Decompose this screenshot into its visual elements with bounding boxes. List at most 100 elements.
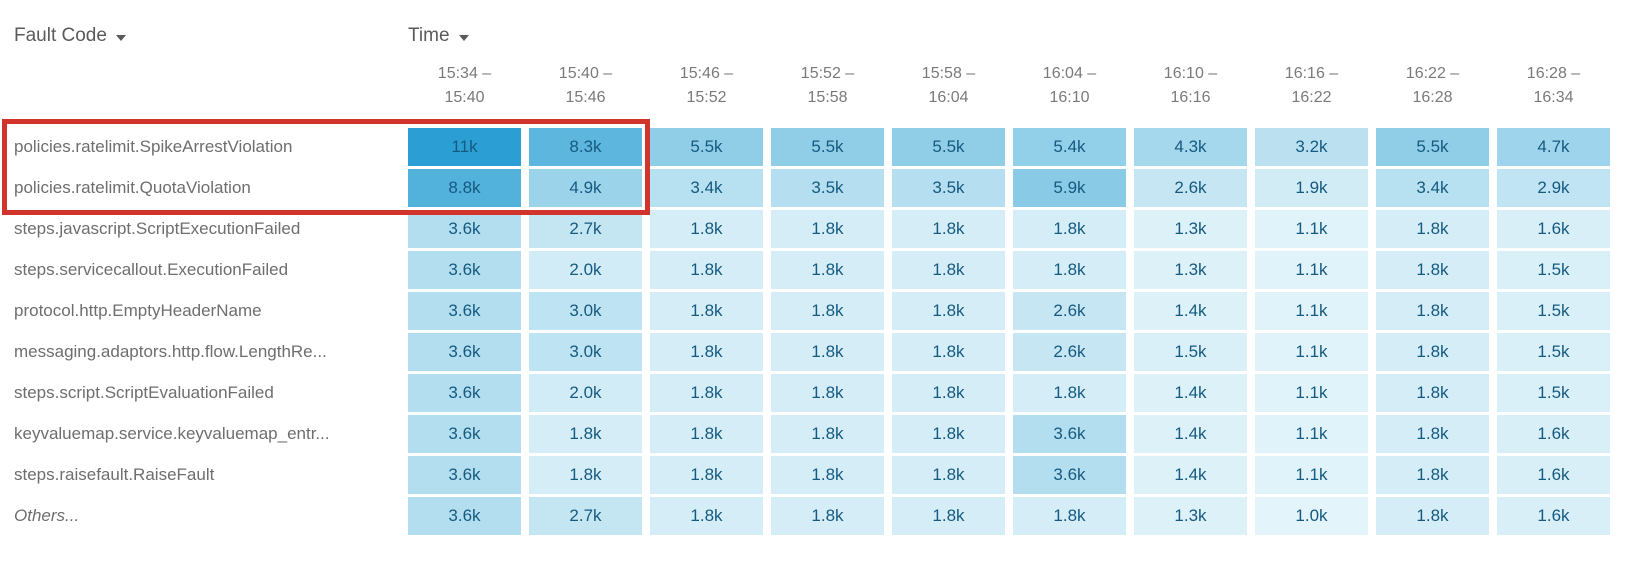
heatmap-cell: 3.0k xyxy=(529,292,642,330)
fault-code-sort-label: Fault Code xyxy=(14,25,107,46)
heatmap-cell: 1.1k xyxy=(1255,292,1368,330)
heatmap-cell: 1.1k xyxy=(1255,251,1368,289)
heatmap-cell: 1.8k xyxy=(892,374,1005,412)
heatmap-cell: 11k xyxy=(408,128,521,166)
heatmap-cell: 1.8k xyxy=(529,456,642,494)
heatmap-cell: 1.8k xyxy=(1376,415,1489,453)
heatmap-cell: 2.9k xyxy=(1497,169,1610,207)
time-range-label: 16:10 –16:16 xyxy=(1163,65,1218,106)
heatmap-cell: 1.3k xyxy=(1134,210,1247,248)
heatmap-cell: 1.5k xyxy=(1497,374,1610,412)
heatmap-cell: 2.0k xyxy=(529,374,642,412)
heatmap-cell: 1.8k xyxy=(771,415,884,453)
time-range-label: 15:52 –15:58 xyxy=(800,65,855,106)
fault-code-row-labels: policies.ratelimit.SpikeArrestViolation p… xyxy=(14,128,398,535)
heatmap-cell: 5.9k xyxy=(1013,169,1126,207)
heatmap-cell: 1.8k xyxy=(771,333,884,371)
heatmap-cell: 1.8k xyxy=(1376,210,1489,248)
heatmap-cell: 1.8k xyxy=(892,292,1005,330)
heatmap-cell: 1.1k xyxy=(1255,374,1368,412)
fault-code-row-label: policies.ratelimit.SpikeArrestViolation xyxy=(14,137,293,156)
heatmap-cell: 5.4k xyxy=(1013,128,1126,166)
heatmap-cell: 1.8k xyxy=(892,251,1005,289)
heatmap-cell: 1.8k xyxy=(892,210,1005,248)
heatmap-cell: 1.8k xyxy=(771,210,884,248)
heatmap-cell: 1.8k xyxy=(650,374,763,412)
heatmap-cell: 3.6k xyxy=(408,292,521,330)
heatmap-cell: 1.8k xyxy=(1376,292,1489,330)
time-range-label: 16:22 –16:28 xyxy=(1405,65,1460,106)
heatmap-cell: 3.6k xyxy=(408,251,521,289)
heatmap-cell: 3.6k xyxy=(408,456,521,494)
time-range-label: 15:46 –15:52 xyxy=(679,65,734,106)
time-range-label: 15:58 –16:04 xyxy=(921,65,976,106)
heatmap-cell: 1.8k xyxy=(1013,210,1126,248)
time-sort-header[interactable]: Time xyxy=(408,25,469,47)
time-sort-label: Time xyxy=(408,25,450,46)
heatmap-cell: 1.8k xyxy=(650,456,763,494)
heatmap-cell: 1.1k xyxy=(1255,210,1368,248)
heatmap-cell: 1.6k xyxy=(1497,456,1610,494)
heatmap-cell: 3.2k xyxy=(1255,128,1368,166)
heatmap-cell: 1.8k xyxy=(771,456,884,494)
heatmap-cell: 1.5k xyxy=(1497,251,1610,289)
fault-code-row-label: Others... xyxy=(14,506,80,525)
heatmap-cell: 1.8k xyxy=(650,497,763,535)
chevron-down-icon xyxy=(115,34,126,41)
heatmap-cell: 1.4k xyxy=(1134,292,1247,330)
heatmap-cell: 1.8k xyxy=(892,333,1005,371)
heatmap-cell: 1.8k xyxy=(1376,374,1489,412)
time-range-label: 16:04 –16:10 xyxy=(1042,65,1097,106)
heatmap-cell: 1.6k xyxy=(1497,415,1610,453)
heatmap-cell: 1.8k xyxy=(892,415,1005,453)
heatmap-cell: 2.0k xyxy=(529,251,642,289)
heatmap-cell: 3.6k xyxy=(1013,456,1126,494)
fault-code-row-label: policies.ratelimit.QuotaViolation xyxy=(14,178,251,197)
heatmap-cell: 1.3k xyxy=(1134,497,1247,535)
heatmap-cell: 1.8k xyxy=(771,374,884,412)
heatmap-cell: 5.5k xyxy=(650,128,763,166)
heatmap-cell: 4.9k xyxy=(529,169,642,207)
heatmap-cell: 1.3k xyxy=(1134,251,1247,289)
heatmap-cell: 3.6k xyxy=(408,415,521,453)
heatmap-cell: 3.4k xyxy=(1376,169,1489,207)
heatmap-cell: 3.6k xyxy=(408,333,521,371)
heatmap-cell: 1.8k xyxy=(1013,374,1126,412)
heatmap-cell: 3.0k xyxy=(529,333,642,371)
heatmap-cell: 8.8k xyxy=(408,169,521,207)
heatmap-cell: 8.3k xyxy=(529,128,642,166)
time-range-label: 16:28 –16:34 xyxy=(1526,65,1581,106)
heatmap-cell: 1.8k xyxy=(1013,497,1126,535)
heatmap-cell: 1.8k xyxy=(650,292,763,330)
heatmap-cell: 1.8k xyxy=(1376,333,1489,371)
heatmap-cell: 1.8k xyxy=(1376,497,1489,535)
heatmap-cell: 1.8k xyxy=(1376,456,1489,494)
heatmap-cell: 3.4k xyxy=(650,169,763,207)
fault-code-row-label: keyvaluemap.service.keyvaluemap_entr... xyxy=(14,424,330,443)
heatmap-cell: 1.8k xyxy=(771,497,884,535)
heatmap-cell: 3.6k xyxy=(408,497,521,535)
heatmap-cell: 1.8k xyxy=(892,456,1005,494)
fault-code-row-label: steps.servicecallout.ExecutionFailed xyxy=(14,260,289,279)
heatmap-cell: 1.1k xyxy=(1255,456,1368,494)
heatmap-cell: 1.5k xyxy=(1497,292,1610,330)
fault-code-sort-header[interactable]: Fault Code xyxy=(14,25,126,47)
time-range-label: 15:40 –15:46 xyxy=(558,65,613,106)
chevron-down-icon xyxy=(458,34,469,41)
heatmap-cell: 3.6k xyxy=(1013,415,1126,453)
heatmap-cell: 1.5k xyxy=(1497,333,1610,371)
heatmap-cell: 1.8k xyxy=(650,333,763,371)
heatmap-cell: 3.5k xyxy=(892,169,1005,207)
heatmap-cell: 2.7k xyxy=(529,497,642,535)
heatmap-cell: 1.8k xyxy=(1013,251,1126,289)
time-range-label: 15:34 –15:40 xyxy=(437,65,492,106)
heatmap-cell: 1.8k xyxy=(650,251,763,289)
heatmap-cell: 1.8k xyxy=(892,497,1005,535)
heatmap-cell: 1.4k xyxy=(1134,456,1247,494)
heatmap-cell: 2.6k xyxy=(1134,169,1247,207)
heatmap-cell: 1.8k xyxy=(771,251,884,289)
heatmap-cell: 5.5k xyxy=(1376,128,1489,166)
fault-code-row-label: protocol.http.EmptyHeaderName xyxy=(14,301,262,320)
heatmap-cell: 1.1k xyxy=(1255,333,1368,371)
